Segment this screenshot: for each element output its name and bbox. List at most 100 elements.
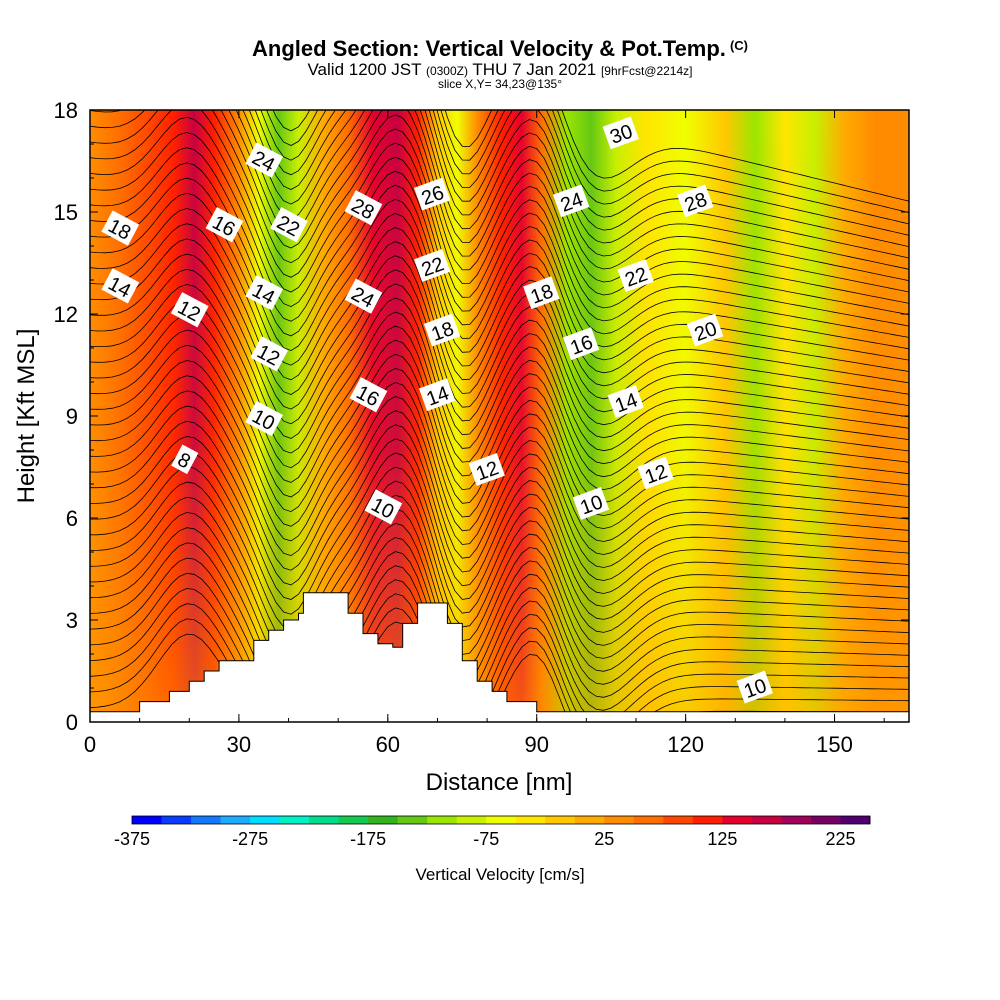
contour-label-box [607,385,644,418]
isentrope-line [90,116,909,327]
contour-label-box [468,453,505,486]
isentrope-line [90,565,909,722]
colorbar-tick-label: -175 [350,829,386,849]
contour-label: 24 [552,184,590,218]
contour-label-box [736,670,773,704]
colorbar-swatch [397,816,428,824]
isentrope-line [90,208,909,400]
isentrope-line [272,110,909,202]
contour-label-box [552,184,590,218]
copyright-mark: (C) [729,38,748,53]
contour-label-box [562,327,600,361]
contour-label-box [572,487,610,520]
isentrope-line [90,253,909,439]
x-tick-label: 60 [376,732,400,757]
valid-prefix: Valid 1200 JST [307,60,422,79]
contour-label-box [617,259,654,293]
colorbar-frame [131,815,871,825]
colorbar-swatch [545,816,576,824]
isentrope-line [90,593,909,722]
isentrope-line [90,508,909,674]
colorbar-tick-label: -275 [232,829,268,849]
contour-label: 18 [523,276,560,310]
isentrope-line [90,268,909,452]
isentrope-line [90,466,909,630]
colorbar-swatch [781,816,812,824]
isentrope-line [254,110,909,236]
x-tick-label: 0 [84,732,96,757]
isentrope-line [90,579,909,722]
contour-label-box [250,336,289,372]
contour-label-box [349,377,388,413]
forecast-info: [9hrFcst@2214z] [600,64,693,78]
isentrope-line [90,162,909,361]
y-tick-label: 15 [54,200,78,225]
colorbar-tick-label: 25 [594,829,614,849]
colorbar-swatch [191,816,222,824]
contour-label-box [637,456,674,490]
colorbar-swatch [368,816,399,824]
colorbar-swatch [220,816,251,824]
colorbar-swatch [486,816,517,824]
contour-label-box [270,207,308,243]
contour-label: 22 [270,207,308,243]
isentrope-line [90,110,909,316]
contour-label: 22 [617,259,654,293]
contour-label-box [364,489,403,525]
colorbar-swatch [574,816,605,824]
contour-label: 12 [637,456,674,490]
contour-label-box [413,177,451,211]
isentrope-line [90,480,909,644]
contour-label-box [101,268,140,304]
low-level-shading [90,110,909,722]
contour-label-box [523,276,560,310]
colorbar-swatch [515,816,546,824]
potential-temperature-contours [90,110,909,722]
contour-label-box [205,207,244,243]
isentrope-line [90,284,909,465]
colorbar-tick-label: -75 [473,829,499,849]
isentrope-line [90,223,909,413]
isentrope-line [90,551,909,718]
y-tick-label: 9 [66,404,78,429]
valid-utc: (0300Z) [425,64,468,78]
isentrope-line [90,238,909,426]
isentrope-line [248,110,909,247]
colorbar-swatch [309,816,340,824]
x-tick-label: 120 [667,732,704,757]
isentrope-line [90,147,909,350]
y-tick-label: 0 [66,710,78,735]
isentrope-line [242,110,909,259]
contour-label-box [418,378,456,412]
colorbar-swatch [840,816,871,824]
isentrope-line [90,192,909,387]
contour-label-box [677,184,714,218]
contour-label-box [344,190,383,226]
colorbar-swatch [810,816,841,824]
contour-label: 10 [364,489,403,525]
isentrope-line [90,344,909,517]
colorbar-swatch [427,816,458,824]
isentrope-line [90,436,909,600]
isentrope-line [90,537,909,703]
isentrope-line [90,522,909,688]
contour-label-box [344,278,383,314]
y-axis-title: Height [Kft MSL] [13,329,40,504]
valid-date: THU 7 Jan 2021 [472,60,597,79]
contour-label: 10 [572,487,610,520]
y-tick-label: 6 [66,506,78,531]
y-axis: 0 3 6 9 12 15 18 [54,98,909,735]
colorbar-tick-label: -375 [114,829,150,849]
colorbar-swatch [132,816,163,824]
isentrope-line [90,360,909,530]
colorbar-swatch [279,816,310,824]
terrain [90,592,909,722]
y-tick-label: 12 [54,302,78,327]
colorbar: -375 -275 -175 -75 25 125 225 [114,815,871,849]
colorbar-swatch [456,816,487,824]
isentrope-line [90,110,909,282]
colorbar-tick-label: 225 [825,829,855,849]
isentrope-line [90,110,909,304]
isentrope-line [90,110,909,293]
